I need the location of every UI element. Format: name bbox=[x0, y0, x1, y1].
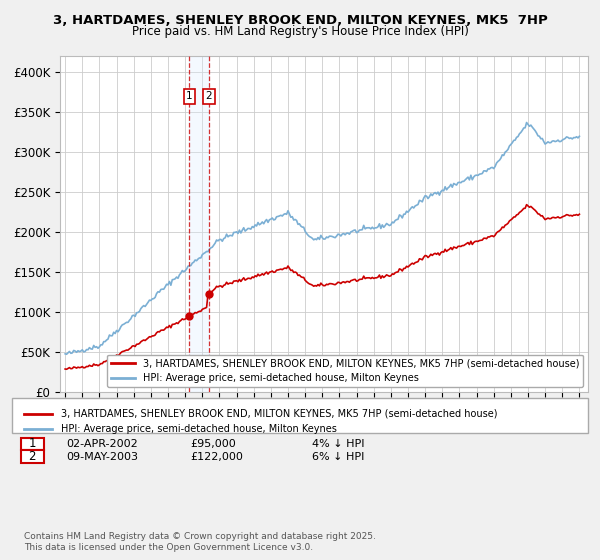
Text: 2: 2 bbox=[205, 91, 212, 101]
Text: HPI: Average price, semi-detached house, Milton Keynes: HPI: Average price, semi-detached house,… bbox=[61, 423, 337, 433]
Text: Contains HM Land Registry data © Crown copyright and database right 2025.
This d: Contains HM Land Registry data © Crown c… bbox=[24, 532, 376, 552]
FancyBboxPatch shape bbox=[20, 450, 44, 463]
Text: 3, HARTDAMES, SHENLEY BROOK END, MILTON KEYNES, MK5 7HP (semi-detached house): 3, HARTDAMES, SHENLEY BROOK END, MILTON … bbox=[61, 409, 497, 419]
Text: 4% ↓ HPI: 4% ↓ HPI bbox=[311, 439, 364, 449]
Text: £122,000: £122,000 bbox=[191, 452, 244, 462]
Text: 1: 1 bbox=[186, 91, 193, 101]
Text: 6% ↓ HPI: 6% ↓ HPI bbox=[311, 452, 364, 462]
Text: £95,000: £95,000 bbox=[191, 439, 236, 449]
FancyBboxPatch shape bbox=[20, 437, 44, 450]
Text: 3, HARTDAMES, SHENLEY BROOK END, MILTON KEYNES, MK5  7HP: 3, HARTDAMES, SHENLEY BROOK END, MILTON … bbox=[53, 14, 547, 27]
Text: 2: 2 bbox=[28, 450, 36, 463]
Text: Price paid vs. HM Land Registry's House Price Index (HPI): Price paid vs. HM Land Registry's House … bbox=[131, 25, 469, 38]
Text: 02-APR-2002: 02-APR-2002 bbox=[67, 439, 139, 449]
Legend: 3, HARTDAMES, SHENLEY BROOK END, MILTON KEYNES, MK5 7HP (semi-detached house), H: 3, HARTDAMES, SHENLEY BROOK END, MILTON … bbox=[107, 354, 583, 387]
Text: 09-MAY-2003: 09-MAY-2003 bbox=[67, 452, 139, 462]
Text: 1: 1 bbox=[28, 437, 36, 450]
FancyBboxPatch shape bbox=[12, 398, 588, 433]
Bar bbox=[190, 56, 209, 392]
